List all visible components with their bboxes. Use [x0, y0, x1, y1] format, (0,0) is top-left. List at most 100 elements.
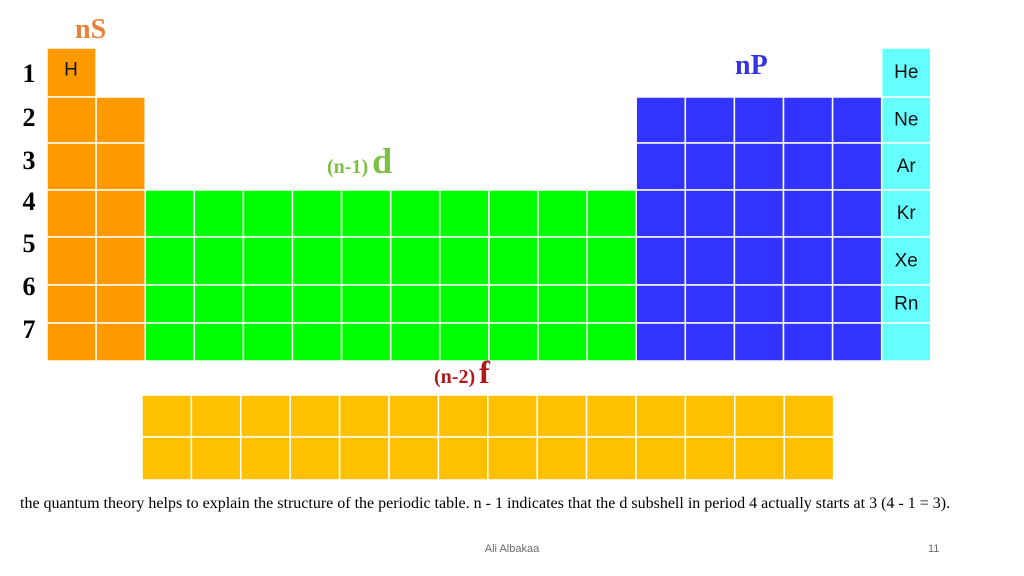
d-block-cell: [537, 236, 588, 286]
d-block-cell: [537, 322, 588, 362]
d-block-cell: [537, 284, 588, 324]
f-block-cell: [585, 436, 637, 481]
f-block-cell: [635, 394, 687, 438]
f-block-cell: [487, 394, 538, 438]
element-symbol-h: H: [64, 60, 78, 81]
f-block-cell: [388, 436, 440, 481]
p-block-cell: [733, 322, 785, 362]
p-block-cell: [831, 189, 883, 238]
p-block-cell: [684, 322, 736, 362]
d-block-cell: [488, 189, 539, 238]
d-block-cell: [144, 236, 196, 286]
f-block-cell: [240, 394, 291, 438]
d-block-cell: [242, 322, 294, 362]
s-block-cell: [46, 284, 97, 324]
f-block-cell: [536, 394, 588, 438]
f-block: [141, 394, 835, 481]
p-block-cell: [635, 236, 687, 286]
d-block-cell: [389, 236, 441, 286]
noble-gas-cell: [880, 189, 932, 238]
footer-author: Ali Albakaa: [484, 543, 540, 555]
f-block-label-letter: f: [479, 354, 490, 390]
p-block-cell: [635, 96, 687, 144]
element-symbol-ne: Ne: [894, 110, 918, 131]
d-block-cell: [439, 322, 490, 362]
d-block-cell: [291, 236, 343, 286]
s-block-cell: [46, 322, 97, 362]
d-block-label: (n-1) d: [327, 140, 392, 182]
d-block-cell: [586, 189, 637, 238]
p-block: [635, 96, 883, 362]
f-block-label-prefix: (n-2): [434, 366, 476, 388]
element-symbol-xe: Xe: [895, 251, 918, 272]
noble-gas-column: [880, 47, 932, 362]
d-block-label-prefix: (n-1): [327, 156, 369, 178]
d-block-cell: [340, 236, 392, 286]
p-block-cell: [733, 96, 785, 144]
f-block-cell: [289, 394, 341, 438]
f-block-cell: [141, 436, 193, 481]
p-block-cell: [782, 189, 834, 238]
p-block-cell: [733, 189, 785, 238]
element-symbols: H He Ne Ar Kr Xe Rn: [64, 60, 918, 315]
p-block-cell: [635, 322, 687, 362]
p-block-cell: [831, 322, 883, 362]
s-block-cell: [95, 189, 146, 238]
d-block-cell: [340, 322, 392, 362]
p-block-cell: [684, 142, 736, 191]
f-block-cell: [684, 394, 736, 438]
d-block-cell: [586, 236, 637, 286]
d-block-cell: [389, 189, 441, 238]
noble-gas-cell: [880, 284, 932, 324]
d-block-label-letter: d: [372, 141, 393, 181]
noble-gas-cell: [880, 322, 932, 362]
d-block-cell: [193, 236, 245, 286]
d-block-cell: [193, 284, 245, 324]
p-block-cell: [684, 96, 736, 144]
f-block-cell: [338, 436, 390, 481]
f-block-cell: [783, 436, 835, 481]
d-block-cell: [340, 284, 392, 324]
f-block-cell: [437, 394, 489, 438]
d-block: [144, 189, 637, 362]
p-block-cell: [733, 142, 785, 191]
d-block-cell: [439, 189, 490, 238]
p-block-cell: [831, 284, 883, 324]
d-block-cell: [439, 284, 490, 324]
p-block-cell: [684, 236, 736, 286]
p-block-cell: [684, 284, 736, 324]
p-block-cell: [782, 322, 834, 362]
element-cell-h: [46, 47, 97, 98]
d-block-cell: [144, 189, 196, 238]
s-block-cell: [95, 142, 146, 191]
d-block-cell: [340, 189, 392, 238]
f-block-cell: [585, 394, 637, 438]
d-block-cell: [242, 189, 294, 238]
d-block-cell: [193, 322, 245, 362]
p-block-cell: [831, 96, 883, 144]
f-block-cell: [190, 394, 242, 438]
element-symbol-ar: Ar: [897, 156, 917, 177]
p-block-cell: [782, 142, 834, 191]
d-block-cell: [242, 236, 294, 286]
f-block-cell: [536, 436, 588, 481]
f-block-cell: [437, 436, 489, 481]
d-block-cell: [389, 284, 441, 324]
p-block-cell: [684, 189, 736, 238]
d-block-cell: [291, 189, 343, 238]
d-block-cell: [537, 189, 588, 238]
p-block-cell: [831, 236, 883, 286]
d-block-cell: [389, 322, 441, 362]
s-block-cell: [46, 96, 97, 144]
period-number-6: 6: [22, 272, 36, 301]
s-block-label: nS: [75, 14, 107, 45]
d-block-cell: [586, 284, 637, 324]
p-block-cell: [635, 142, 687, 191]
period-number-3: 3: [22, 146, 36, 175]
d-block-cell: [193, 189, 245, 238]
f-block-label: (n-2) f: [434, 354, 490, 391]
p-block-cell: [635, 284, 687, 324]
p-block-label: nP: [735, 50, 768, 81]
p-block-cell: [733, 284, 785, 324]
f-block-cell: [190, 436, 242, 481]
